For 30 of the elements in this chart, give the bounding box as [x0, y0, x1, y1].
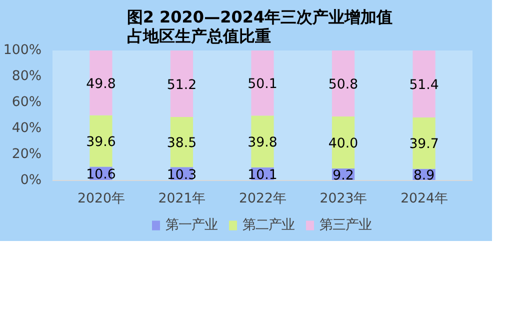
- x-tick-label: 2023年: [320, 192, 367, 206]
- legend-label: 第二产业: [242, 216, 294, 234]
- y-tick-label: 80%: [12, 69, 42, 84]
- x-tick-label: 2020年: [78, 192, 124, 206]
- legend-label: 第一产业: [166, 216, 218, 234]
- data-label: 38.5: [166, 136, 197, 152]
- y-tick-label: 100%: [3, 43, 42, 58]
- data-label: 39.7: [409, 137, 439, 152]
- data-label: 50.1: [248, 77, 278, 92]
- x-tick-label: 2021年: [158, 192, 206, 206]
- x-tick-label: 2022年: [239, 192, 286, 206]
- data-label: 39.6: [86, 134, 116, 150]
- data-label: 9.2: [332, 168, 354, 184]
- data-label: 10.3: [166, 168, 197, 183]
- data-label: 39.8: [248, 136, 278, 150]
- data-label: 50.8: [328, 78, 358, 93]
- data-label: 49.8: [86, 76, 116, 92]
- data-label: 51.4: [409, 78, 439, 93]
- y-tick-label: 0%: [20, 173, 42, 188]
- y-tick-label: 20%: [12, 147, 42, 162]
- y-tick-label: 40%: [12, 121, 42, 136]
- data-label: 8.9: [413, 168, 435, 184]
- y-tick-label: 60%: [12, 95, 42, 110]
- data-label: 10.6: [86, 168, 116, 183]
- data-label: 40.0: [328, 136, 358, 152]
- data-label: 10.1: [248, 168, 278, 183]
- chart-title: 图2 2020—2024年三次产业增加值占地区生产总值比重: [126, 8, 393, 46]
- x-tick-label: 2024年: [400, 192, 448, 206]
- legend-label: 第三产业: [320, 216, 372, 234]
- data-label: 51.2: [166, 78, 197, 93]
